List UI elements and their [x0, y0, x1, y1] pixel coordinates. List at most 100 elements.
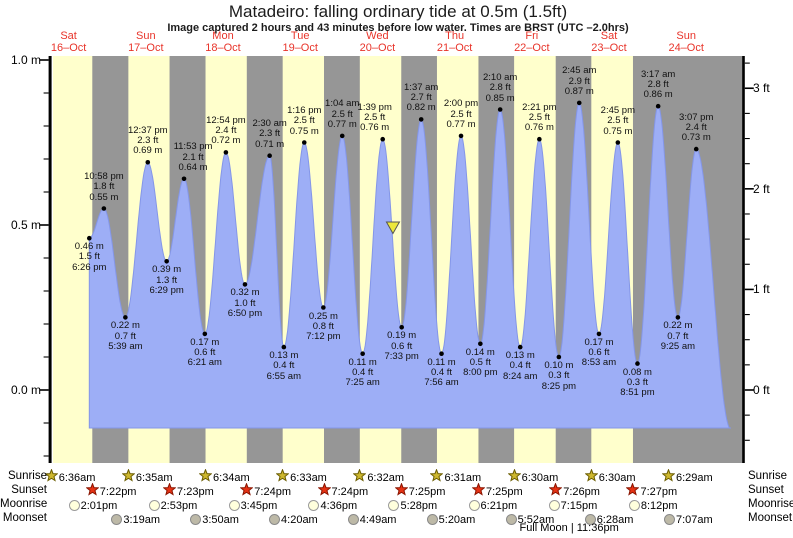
sunrise-time: 6:31am: [444, 471, 482, 484]
day-header-date: 16–Oct: [50, 41, 87, 54]
day-header-20–Oct: Wed 20–Oct: [360, 30, 395, 54]
tide-point-label: 12:54 pm 2.4 ft 0.72 m: [206, 114, 246, 147]
tide-point-dot: [223, 150, 229, 155]
tide-point-dot: [281, 344, 287, 350]
day-header-dow: Sun: [136, 30, 156, 42]
capture-marker-icon: [385, 221, 401, 235]
moonset-event: 4:20am: [269, 513, 318, 526]
tide-point-dot: [655, 103, 661, 109]
day-header-dow: Sun: [676, 30, 696, 42]
day-header-dow: Wed: [366, 30, 389, 42]
sunrise-star-icon: [121, 467, 136, 487]
day-header-date: 22–Oct: [514, 41, 550, 54]
moonset-circle-icon: [190, 514, 202, 525]
sunrise-star-icon: [352, 467, 367, 487]
tide-point-label: 0.19 m 0.6 ft 7:33 pm: [384, 330, 419, 362]
tide-point-dot: [123, 315, 128, 320]
moonset-event: 3:50am: [190, 513, 239, 526]
sunrise-event: 6:34am: [198, 467, 250, 484]
sunset-time: 7:23pm: [177, 485, 214, 498]
astro-row-label-left-sunrise: Sunrise: [8, 470, 47, 482]
daylight-band: [53, 56, 93, 463]
moonrise-time: 4:36pm: [320, 499, 358, 512]
moonrise-circle-icon: [148, 500, 160, 511]
sunrise-event: 6:29am: [661, 467, 713, 484]
astro-row-label-left-sunset: Sunset: [11, 484, 47, 496]
sunset-star-icon: [316, 481, 332, 501]
tide-point-dot: [418, 117, 424, 122]
day-header-23–Oct: Sat 23–Oct: [591, 30, 627, 54]
y-axis-label-ft-0: 0 ft: [753, 383, 770, 397]
day-header-dow: Mon: [212, 30, 234, 42]
tide-area: [88, 102, 731, 429]
day-header-date: 23–Oct: [591, 41, 627, 54]
moonrise-circle-icon: [68, 500, 80, 511]
tide-point-label: 0.32 m 1.0 ft 6:50 pm: [227, 287, 263, 319]
moonrise-event: 7:15pm: [548, 499, 597, 512]
sunset-time: 7:26pm: [563, 485, 600, 498]
tide-point-dot: [399, 325, 404, 330]
sunrise-time: 6:33am: [290, 471, 327, 484]
tide-point-dot: [537, 136, 542, 142]
sunrise-star-icon: [275, 467, 290, 487]
tide-point-label: 1:16 pm 2.5 ft 0.75 m: [287, 105, 322, 137]
day-header-dow: Thu: [445, 30, 465, 42]
tide-point-dot: [615, 140, 621, 145]
tide-point-label: 0.11 m 0.4 ft 7:25 am: [345, 356, 380, 389]
moonset-circle-icon: [426, 514, 438, 525]
tide-point-label: 0.22 m 0.7 ft 9:25 am: [660, 320, 696, 352]
y-axis-label-ft-1: 1 ft: [753, 282, 770, 297]
tide-point-dot: [576, 100, 582, 106]
y-axis-label-ft-2: 2 ft: [753, 181, 770, 196]
sunset-event: 7:26pm: [548, 481, 600, 498]
sunrise-event: 6:30am: [584, 467, 636, 487]
tide-point-dot: [101, 206, 107, 211]
day-header-22–Oct: Fri 22–Oct: [514, 30, 550, 54]
sunset-star-icon: [394, 481, 409, 501]
moonset-event: 5:20am: [426, 513, 475, 526]
tide-point-dot: [380, 136, 386, 142]
sunrise-event: 6:31am: [429, 467, 482, 487]
moonset-time: 5:52am: [517, 513, 555, 526]
day-header-dow: Tue: [290, 30, 310, 42]
tide-point-label: 3:17 am 2.8 ft 0.86 m: [640, 68, 676, 101]
sunrise-star-icon: [44, 467, 59, 487]
tide-point-label: 2:45 am 2.9 ft 0.87 m: [562, 65, 597, 97]
moonset-event: 3:19am: [111, 513, 160, 526]
tide-point-dot: [497, 107, 503, 112]
sunrise-time: 6:36am: [58, 471, 96, 484]
moonset-circle-icon: [111, 514, 123, 525]
sunrise-event: 6:36am: [44, 467, 96, 487]
moonrise-time: 8:12pm: [640, 499, 678, 512]
sunrise-star-icon: [429, 467, 444, 487]
astro-row-label-right-sunrise: Sunrise: [748, 470, 787, 482]
y-axis-label-m-1: 1.0 m: [10, 53, 41, 67]
tide-point-dot: [360, 351, 365, 357]
tide-point-dot: [458, 133, 464, 139]
tide-point-dot: [556, 354, 562, 360]
moonrise-circle-icon: [228, 500, 240, 511]
chart-title: Matadeiro: falling ordinary tide at 0.5m…: [228, 2, 568, 21]
right-axis-line: [742, 56, 745, 463]
moonrise-time: 2:01pm: [80, 499, 118, 512]
tide-point-dot: [339, 133, 345, 139]
sunrise-star-icon: [584, 467, 599, 487]
tide-point-dot: [86, 235, 92, 241]
moonset-event: 7:07am: [663, 513, 713, 526]
sunrise-time: 6:32am: [367, 471, 405, 484]
moonset-time: 7:07am: [675, 513, 713, 526]
sunrise-event: 6:32am: [352, 467, 405, 487]
sunset-event: 7:25pm: [471, 481, 523, 498]
tide-point-label: 10:58 pm 1.8 ft 0.55 m: [84, 171, 124, 203]
moonrise-circle-icon: [388, 500, 400, 511]
moonrise-circle-icon: [308, 500, 320, 511]
moonrise-event: 6:21pm: [468, 499, 517, 512]
astro-row-label-left-moonrise: Moonrise: [0, 498, 48, 510]
tide-point-dot: [242, 282, 248, 287]
moonrise-circle-icon: [628, 500, 640, 511]
day-header-19–Oct: Tue 19–Oct: [282, 30, 317, 54]
left-axis-line: [48, 56, 52, 463]
tide-point-dot: [301, 140, 307, 145]
tide-point-label: 0.17 m 0.6 ft 8:53 am: [581, 336, 617, 369]
moonset-time: 6:28am: [596, 513, 634, 526]
